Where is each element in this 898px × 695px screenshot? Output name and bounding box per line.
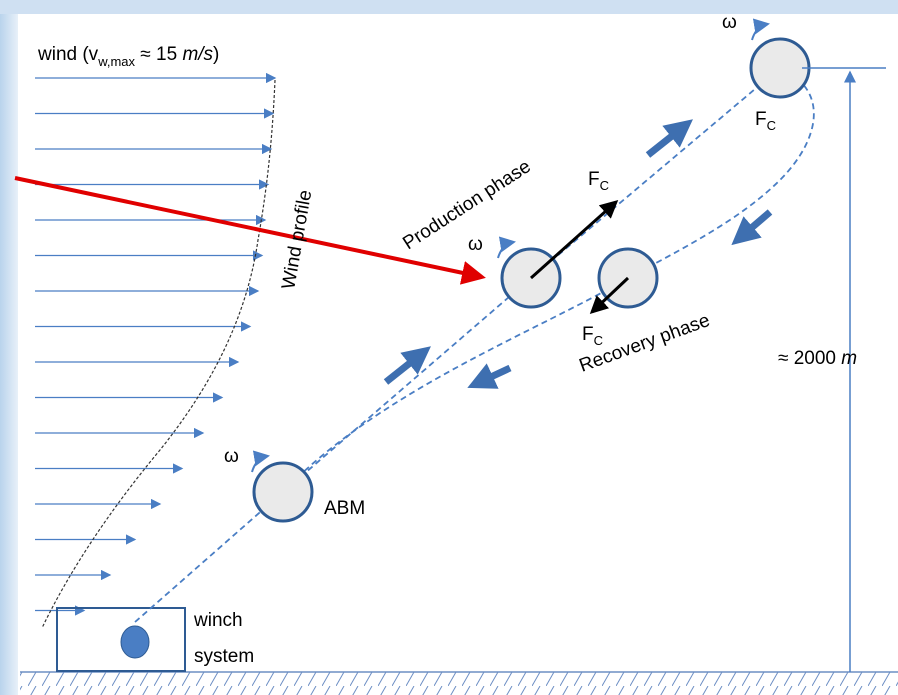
subscript: C <box>767 118 776 133</box>
text: ) <box>213 44 219 65</box>
omega: ω <box>722 12 737 33</box>
unit: m/s <box>182 44 213 65</box>
text: ≈ 15 <box>135 44 182 65</box>
height-label: ≈ 2000 m <box>778 348 857 369</box>
top-band <box>0 0 898 14</box>
unit: m <box>841 348 857 369</box>
subscript: C <box>594 333 603 348</box>
symbol: F <box>588 169 600 190</box>
symbol: F <box>582 324 594 345</box>
omega: ω <box>468 234 483 255</box>
text: wind (v <box>37 44 99 65</box>
subscript: w,max <box>97 54 135 69</box>
page: {"wind_label": {"prefix": "wind (v", "su… <box>0 0 898 695</box>
text: ≈ 2000 <box>778 348 841 369</box>
winch-drum <box>121 626 149 658</box>
winch-label: winch <box>193 610 243 631</box>
top-circle <box>751 39 809 97</box>
omega: ω <box>224 446 239 467</box>
subscript: C <box>600 178 609 193</box>
symbol: F <box>755 109 767 130</box>
abm-circle <box>254 463 312 521</box>
diagram: wind (vw,max ≈ 15 m/s) Wind profile Prod… <box>0 0 898 695</box>
ground-hatch <box>20 672 898 695</box>
winch-label: system <box>194 646 254 667</box>
abm-label: ABM <box>324 498 365 519</box>
